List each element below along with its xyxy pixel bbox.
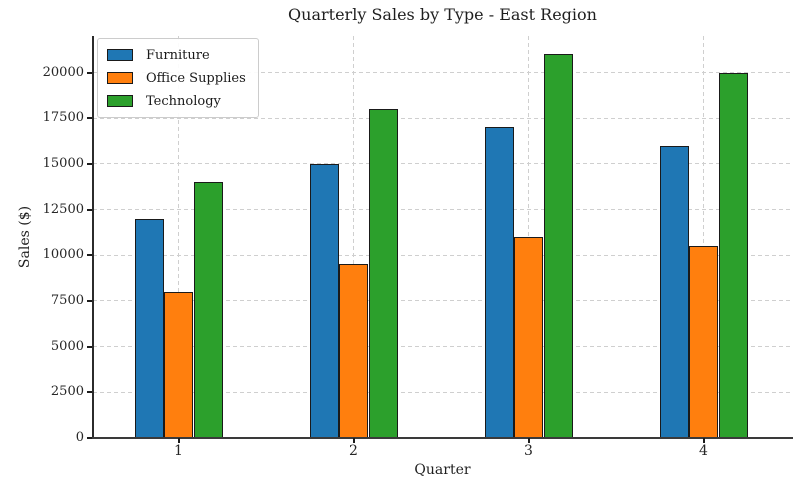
legend-label: Technology bbox=[146, 93, 221, 109]
office-supplies-swatch-icon bbox=[107, 72, 133, 84]
y-tick-mark bbox=[87, 299, 92, 302]
x-tick-mark bbox=[527, 438, 530, 443]
furniture-swatch-icon bbox=[107, 49, 133, 61]
bar-technology-q3 bbox=[543, 54, 573, 438]
bar-technology-q1 bbox=[193, 182, 223, 438]
x-tick-mark bbox=[702, 438, 705, 443]
y-tick-mark bbox=[87, 391, 92, 394]
y-tick-label: 5000 bbox=[50, 338, 84, 354]
y-axis-label: Sales ($) bbox=[17, 205, 33, 269]
x-tick-mark bbox=[177, 438, 180, 443]
x-axis-label: Quarter bbox=[414, 462, 471, 478]
bar-furniture-q4 bbox=[659, 145, 689, 438]
plot-area bbox=[93, 36, 792, 438]
y-tick-mark bbox=[87, 254, 92, 257]
gridline bbox=[353, 36, 354, 438]
x-tick-label: 4 bbox=[699, 443, 708, 459]
x-tick-label: 2 bbox=[349, 443, 358, 459]
gridline bbox=[178, 36, 179, 438]
gridline bbox=[93, 72, 792, 74]
y-tick-mark bbox=[87, 208, 92, 211]
y-tick-label: 10000 bbox=[42, 247, 84, 263]
y-tick-label: 17500 bbox=[42, 110, 84, 126]
legend-item-technology: Technology bbox=[107, 92, 246, 110]
bar-furniture-q3 bbox=[484, 127, 514, 438]
gridline bbox=[93, 209, 792, 211]
x-tick-label: 1 bbox=[174, 443, 183, 459]
y-axis-spine bbox=[92, 36, 94, 439]
y-tick-label: 0 bbox=[75, 430, 84, 445]
x-tick-label: 3 bbox=[524, 443, 533, 459]
gridline bbox=[93, 254, 792, 256]
gridline bbox=[93, 163, 792, 165]
gridline bbox=[93, 391, 792, 393]
y-tick-label: 12500 bbox=[42, 201, 84, 217]
gridline bbox=[703, 36, 704, 438]
bar-office-supplies-q4 bbox=[689, 246, 718, 438]
gridline bbox=[93, 117, 792, 119]
legend-item-furniture: Furniture bbox=[107, 46, 246, 64]
y-tick-mark bbox=[87, 71, 92, 74]
y-tick-mark bbox=[87, 162, 92, 165]
gridline bbox=[93, 346, 792, 348]
bar-office-supplies-q1 bbox=[164, 291, 193, 438]
y-tick-label: 20000 bbox=[42, 64, 84, 80]
legend-label: Furniture bbox=[146, 47, 210, 63]
y-tick-mark bbox=[87, 437, 92, 439]
bar-furniture-q1 bbox=[134, 218, 164, 438]
chart-title: Quarterly Sales by Type - East Region bbox=[288, 5, 597, 24]
legend: Furniture Office Supplies Technology bbox=[97, 38, 259, 118]
y-tick-label: 2500 bbox=[50, 384, 84, 400]
legend-label: Office Supplies bbox=[146, 70, 246, 86]
bar-furniture-q2 bbox=[309, 163, 339, 438]
y-tick-mark bbox=[87, 345, 92, 348]
bar-office-supplies-q2 bbox=[339, 264, 368, 438]
gridline bbox=[93, 300, 792, 302]
bar-office-supplies-q3 bbox=[514, 237, 543, 438]
legend-item-office-supplies: Office Supplies bbox=[107, 69, 246, 87]
x-axis-spine bbox=[92, 437, 793, 439]
y-tick-mark bbox=[87, 117, 92, 120]
y-tick-label: 15000 bbox=[42, 155, 84, 171]
bar-technology-q4 bbox=[718, 72, 748, 438]
technology-swatch-icon bbox=[107, 95, 133, 107]
x-tick-mark bbox=[352, 438, 355, 443]
bar-technology-q2 bbox=[368, 109, 398, 438]
y-tick-label: 7500 bbox=[50, 292, 84, 308]
